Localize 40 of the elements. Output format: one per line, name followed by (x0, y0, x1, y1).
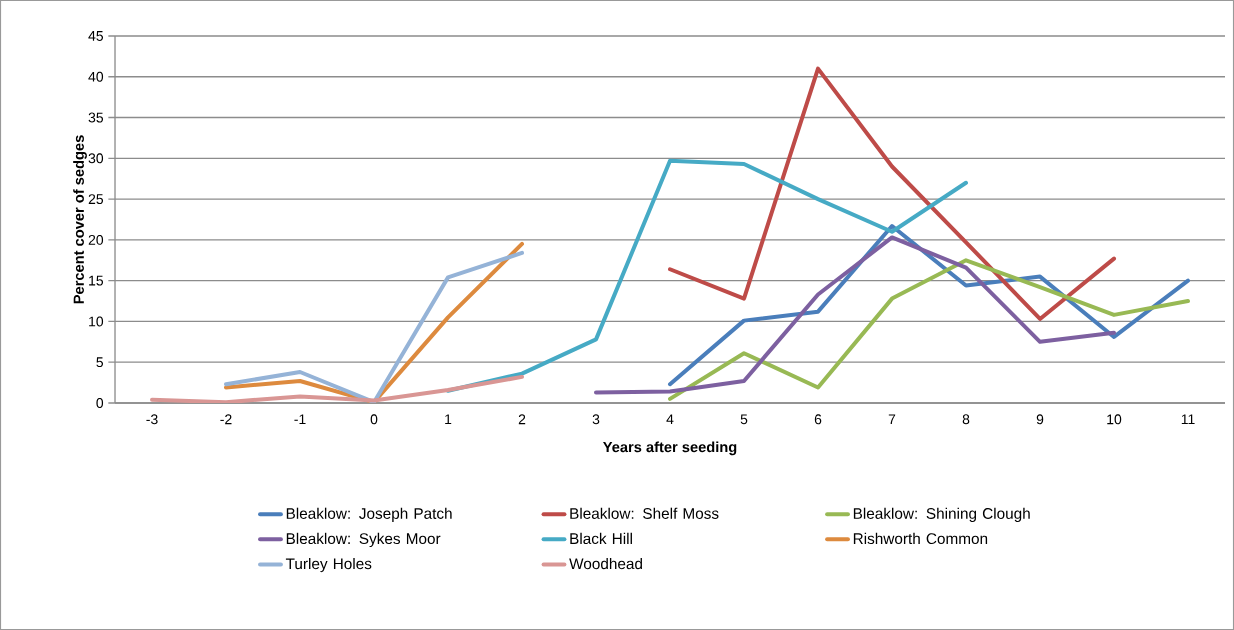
y-tick-label: 30 (88, 153, 104, 164)
x-tick-label: 1 (445, 414, 452, 424)
legend-label: Bleaklow: Sykes Moor (286, 532, 441, 548)
y-tick-label: 40 (88, 71, 104, 82)
x-tick-label: 10 (1107, 414, 1122, 425)
legend-label: Turley Holes (285, 557, 372, 573)
x-tick-label: 8 (962, 414, 970, 425)
x-tick-label: 4 (666, 414, 674, 424)
y-tick-label: 45 (88, 31, 104, 41)
legend-label: Woodhead (569, 557, 642, 570)
x-tick-label: 6 (814, 414, 822, 425)
x-tick-label: 9 (1036, 414, 1044, 425)
line-series (668, 66, 1117, 321)
line-series (150, 374, 525, 403)
legend-label: Black Hill (570, 532, 632, 545)
y-tick-label: 5 (96, 357, 104, 368)
y-tick-label: 10 (89, 316, 104, 327)
x-tick-label: 3 (592, 414, 600, 425)
legend-label: Bleaklow: Joseph Patch (286, 507, 452, 522)
x-tick-label: 11 (1181, 414, 1195, 424)
x-tick-label: -2 (220, 414, 232, 425)
y-tick-label: 25 (88, 194, 104, 205)
x-tick-label: 5 (740, 414, 748, 425)
legend-label: Bleaklow: Shelf Moss (570, 507, 719, 519)
x-tick-label: 7 (888, 414, 896, 424)
y-tick-label: 15 (89, 275, 104, 286)
legend-label: Rishworth Common (853, 532, 988, 545)
x-tick-label: 0 (370, 414, 378, 425)
y-tick-label: 35 (88, 112, 104, 123)
y-tick-label: 20 (88, 234, 104, 245)
line-series (594, 235, 1117, 395)
x-tick-label: 2 (518, 414, 526, 425)
x-axis-title: Years after seeding (603, 441, 737, 456)
y-axis-title: Percent cover of sedges (73, 135, 87, 304)
x-tick-label: -3 (146, 414, 158, 425)
y-tick-label: 0 (96, 398, 104, 408)
x-tick-label: -1 (294, 414, 306, 424)
line-series (446, 158, 969, 393)
legend-label: Bleaklow: Shining Clough (853, 507, 1030, 522)
line-series (668, 258, 1190, 401)
